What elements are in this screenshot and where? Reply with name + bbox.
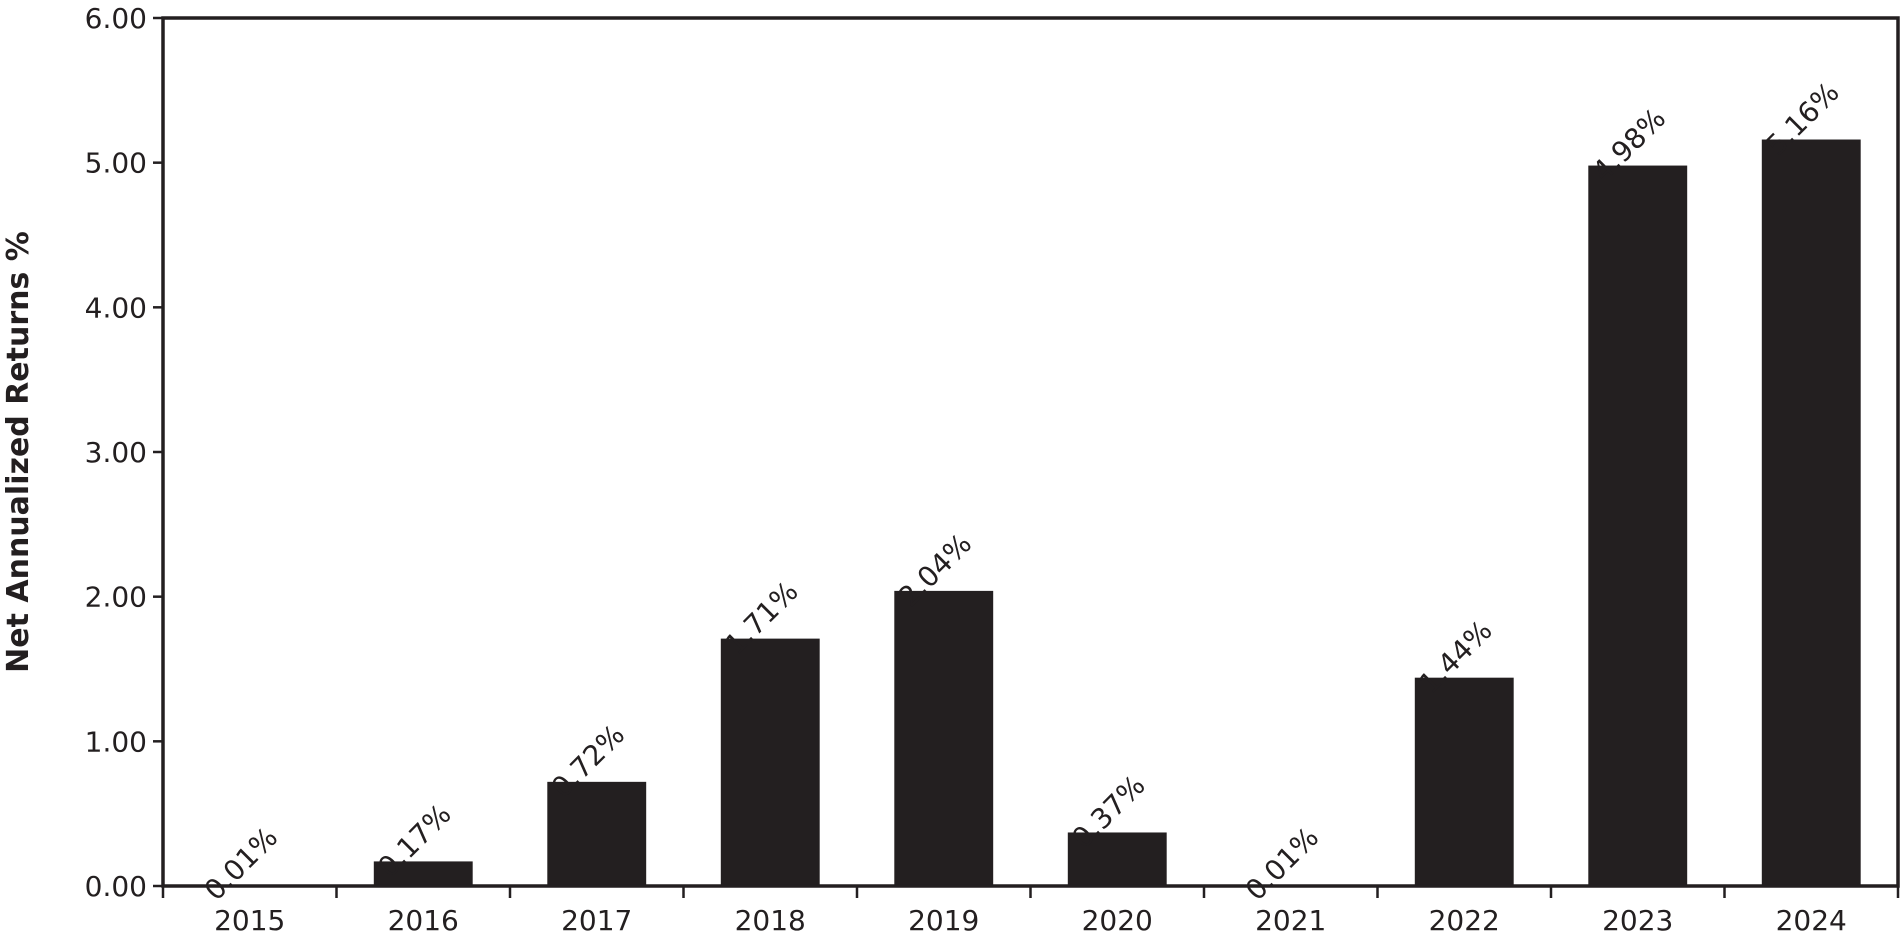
y-tick-label: 2.00 bbox=[85, 581, 147, 614]
y-axis-title: Net Annualized Returns % bbox=[1, 231, 36, 673]
bar-2018 bbox=[720, 638, 820, 886]
bar-value-label: 0.01% bbox=[1239, 821, 1325, 907]
y-tick-label: 3.00 bbox=[85, 436, 147, 469]
bar-2017 bbox=[547, 781, 647, 886]
y-tick-label: 1.00 bbox=[85, 725, 147, 758]
y-tick-label: 0.00 bbox=[85, 870, 147, 903]
y-tick-label: 6.00 bbox=[85, 2, 147, 35]
x-tick-label: 2022 bbox=[1429, 904, 1500, 937]
x-tick-label: 2019 bbox=[908, 904, 979, 937]
bar-2022 bbox=[1414, 677, 1514, 886]
bars-layer bbox=[200, 139, 1861, 886]
bar-value-label: 0.01% bbox=[198, 821, 284, 907]
bar-2023 bbox=[1588, 165, 1688, 886]
x-tick-label: 2024 bbox=[1776, 904, 1847, 937]
x-tick-label: 2023 bbox=[1602, 904, 1673, 937]
x-tick-label: 2017 bbox=[561, 904, 632, 937]
x-tick-label: 2020 bbox=[1082, 904, 1153, 937]
x-tick-label: 2018 bbox=[735, 904, 806, 937]
bar-2020 bbox=[1067, 832, 1167, 886]
bar-2016 bbox=[373, 861, 473, 886]
y-ticks-layer: 0.00 1.00 2.00 3.00 4.00 5.00 6.00 bbox=[85, 2, 163, 903]
y-tick-label: 5.00 bbox=[85, 147, 147, 180]
y-axis-title-group: Net Annualized Returns % bbox=[1, 231, 36, 673]
x-tick-label: 2016 bbox=[388, 904, 459, 937]
y-tick-label: 4.00 bbox=[85, 291, 147, 324]
x-ticks-layer: 2015 2016 2017 2018 2019 2020 2021 2022 2023 2024 bbox=[161, 886, 1900, 937]
x-tick-label: 2021 bbox=[1255, 904, 1326, 937]
bar-2024 bbox=[1761, 139, 1861, 886]
bar-2019 bbox=[894, 590, 994, 886]
x-tick-label: 2015 bbox=[214, 904, 285, 937]
